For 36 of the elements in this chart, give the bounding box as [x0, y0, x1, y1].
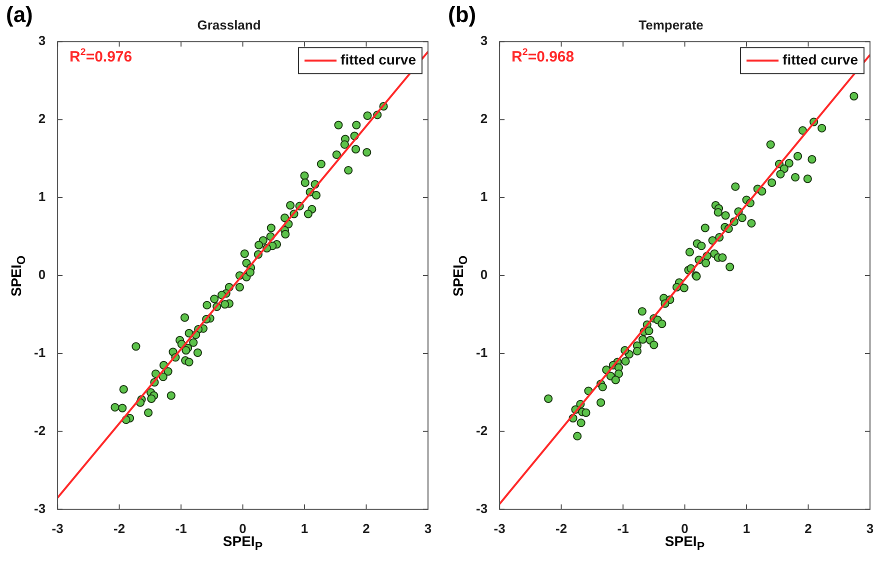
y-tick-label: 1: [480, 189, 488, 204]
x-tick-label: -1: [617, 520, 629, 536]
x-tick-label: -3: [494, 520, 506, 536]
x-tick-label: 3: [424, 520, 432, 536]
x-tick-label: 1: [742, 520, 750, 536]
y-tick-label: -3: [476, 500, 488, 516]
y-tick-label: 1: [38, 189, 46, 204]
y-tick-label: 3: [38, 33, 46, 48]
chart-title: Temperate: [638, 17, 704, 32]
x-tick-label: 0: [239, 520, 246, 536]
x-tick-label: 3: [866, 520, 874, 536]
x-tick-label: -2: [556, 520, 568, 536]
y-tick-label: 3: [480, 33, 488, 48]
x-tick-label: 1: [300, 520, 308, 536]
y-tick-label: 0: [480, 267, 488, 282]
x-tick-label: -2: [114, 520, 126, 536]
y-tick-label: -1: [34, 345, 46, 360]
x-tick-label: 2: [804, 520, 812, 536]
y-tick-label: 0: [38, 267, 46, 282]
y-tick-label: 2: [480, 111, 488, 126]
text: (b): [448, 2, 476, 28]
y-tick-label: -2: [34, 423, 46, 438]
text: (a): [6, 2, 33, 28]
legend-label: fitted curve: [340, 51, 416, 68]
chart-title: Grassland: [197, 17, 261, 32]
y-tick-label: -2: [476, 423, 488, 438]
x-tick-label: 0: [681, 520, 688, 536]
x-tick-label: -3: [52, 520, 64, 536]
x-axis-title: SPEI$_{P}$: [664, 533, 705, 554]
x-tick-label: -1: [175, 520, 187, 536]
y-tick-label: 2: [38, 111, 46, 126]
y-tick-label: -3: [34, 500, 46, 516]
x-tick-label: 2: [362, 520, 370, 536]
y-tick-label: -1: [476, 345, 488, 360]
x-axis-title: SPEI$_{P}$: [222, 533, 263, 554]
legend-label: fitted curve: [782, 51, 858, 68]
